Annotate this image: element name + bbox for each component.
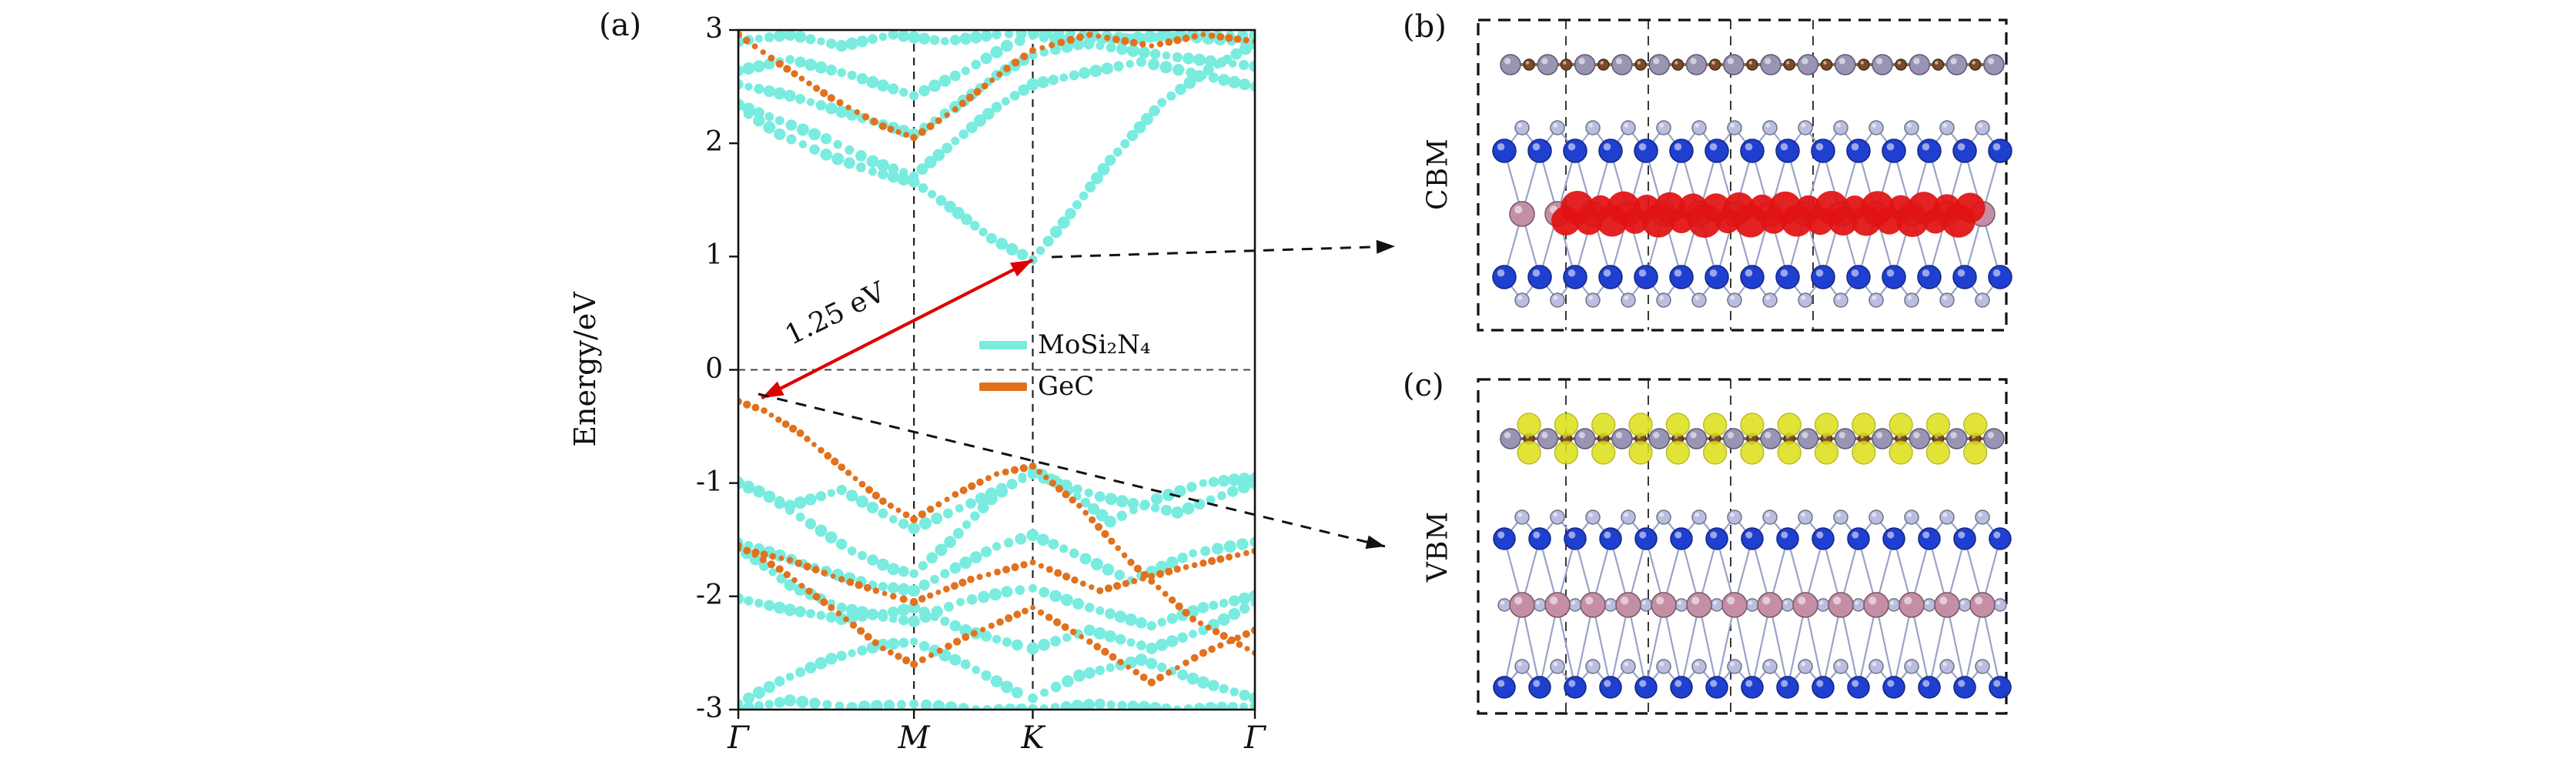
panel-c-label: (c) [1403,368,1444,403]
y-tick-label: 0 [705,352,723,385]
y-tick-label: -1 [695,466,723,498]
legend-label-mosi2n4: MoSi₂N₄ [1038,329,1151,360]
y-tick-label: 3 [705,13,723,45]
legend-swatch-mosi2n4 [979,340,1027,349]
band-gap-arrow [761,258,1034,400]
reference-lines [738,30,1255,710]
legend-item-mosi2n4: MoSi₂N₄ [979,329,1150,360]
x-tick-label: Γ [728,720,749,756]
legend-label-gec: GeC [1038,371,1095,402]
series-GeC [738,30,1255,686]
legend-item-gec: GeC [979,371,1094,402]
callout-arrows [758,239,1396,550]
x-tick-label: K [1021,720,1045,756]
vbm-side-label: VBM [1422,510,1454,583]
panel-b-structure [1477,18,2012,332]
panel-c-structure [1477,378,2012,715]
panel-a-label: (a) [599,8,642,43]
y-tick-label: -2 [695,579,723,611]
y-tick-label: 1 [705,239,723,272]
plot-frame [729,28,1256,719]
cbm-side-label: CBM [1422,138,1454,210]
y-axis-label: Energy/eV [568,292,602,447]
series-MoSi2N4 [738,30,1255,710]
y-tick-label: -3 [695,693,723,724]
x-tick-label: Γ [1244,720,1266,756]
panel-b-label: (b) [1403,9,1447,45]
legend-swatch-gec [979,382,1027,391]
x-tick-label: M [898,720,930,756]
y-tick-label: 2 [705,126,723,159]
band-structure-dots [738,30,1255,710]
